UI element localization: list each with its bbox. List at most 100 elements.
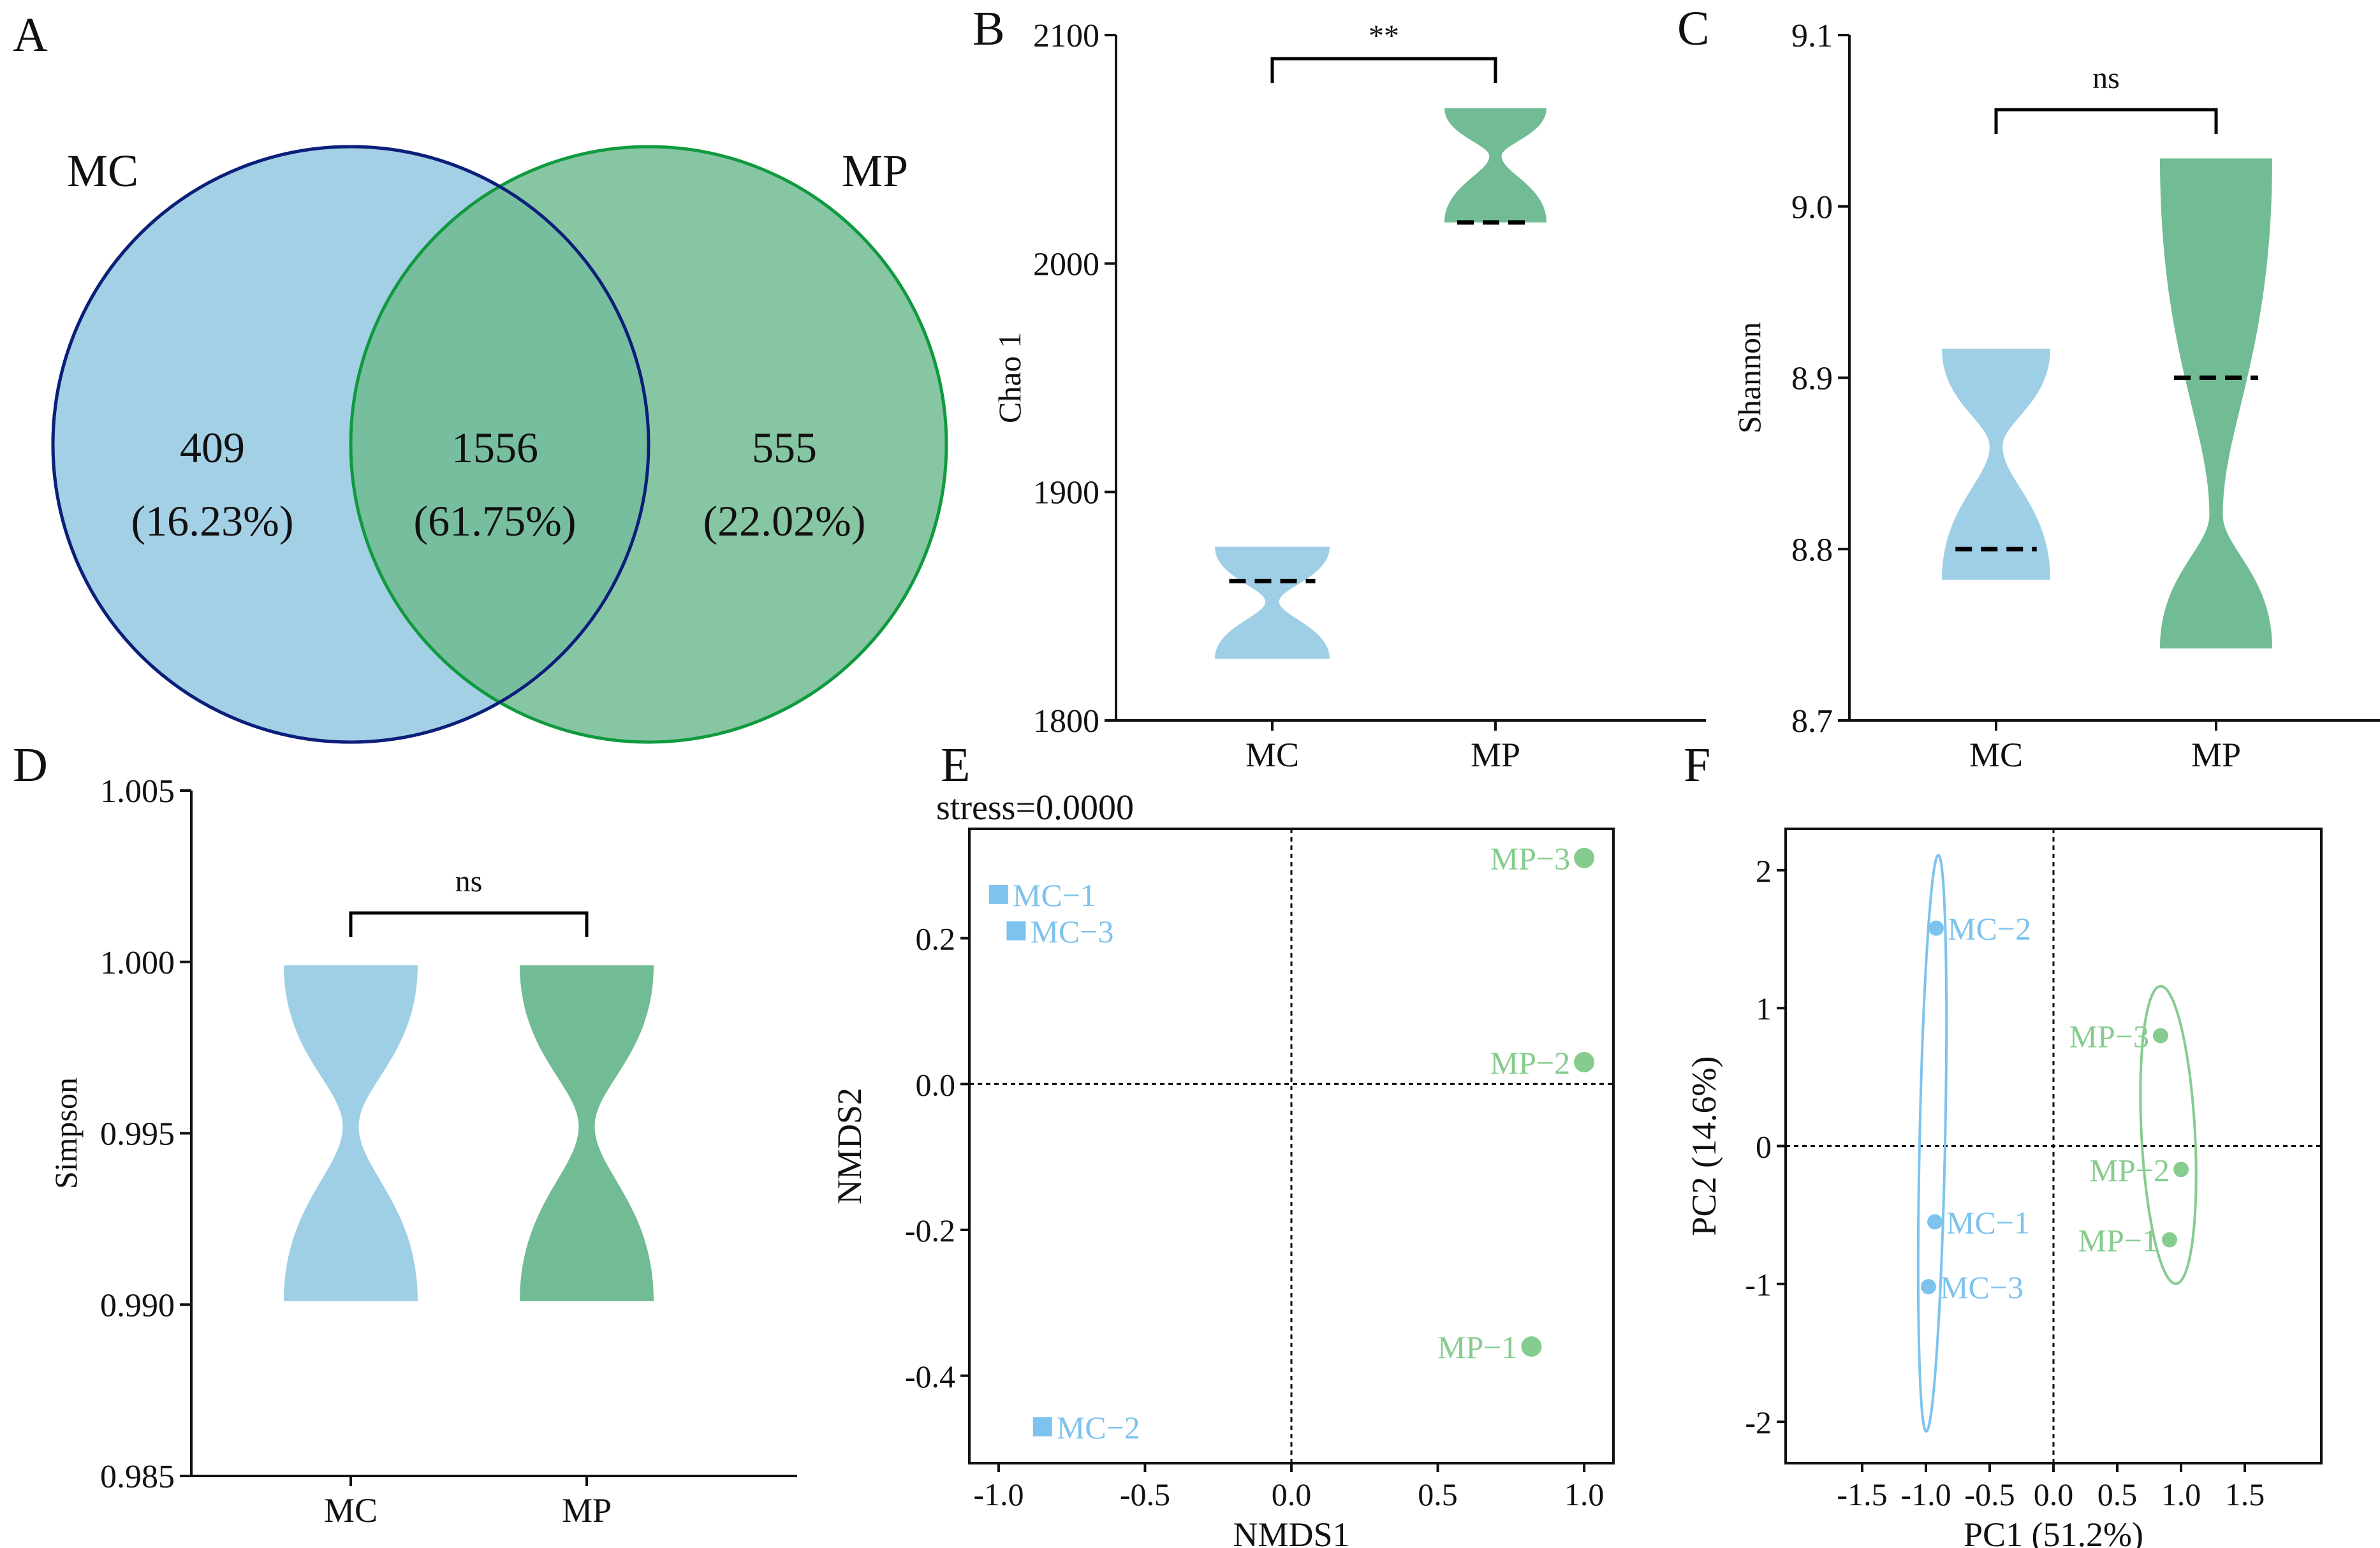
panel-letter-c: C (1677, 2, 1710, 55)
nmds-point-mp (1574, 847, 1595, 868)
pca-point-mp (2153, 1028, 2168, 1044)
y-tick-label: 1800 (1033, 703, 1099, 740)
nmds-point-label: MC−2 (1057, 1410, 1140, 1445)
x-tick-label: -0.5 (1120, 1477, 1170, 1512)
venn-circle-mc-outline (51, 145, 650, 744)
significance-label: ns (2092, 61, 2120, 95)
pca-point-label: MP−3 (2069, 1018, 2149, 1054)
x-axis-title: PC1 (51.2%) (1964, 1515, 2143, 1548)
y-tick-label: 0 (1756, 1129, 1772, 1165)
x-tick-label: -1.0 (1900, 1477, 1951, 1512)
nmds-point-mc (1032, 1417, 1052, 1436)
venn-percent-shared: (61.75%) (414, 497, 577, 545)
chao1-violin-panel: 1800 1900 2000 2100 Chao 1 MC MP ** (992, 18, 1706, 774)
y-tick-label: -0.4 (905, 1359, 955, 1394)
y-tick-label: 2 (1756, 853, 1772, 889)
x-tick-label: MC (1245, 736, 1299, 774)
pca-point-mp (2173, 1162, 2189, 1178)
mc-confidence-ellipse (1916, 854, 1948, 1433)
nmds-point-mp (1521, 1336, 1542, 1357)
panel-letter-a: A (13, 8, 48, 62)
y-tick-label: -0.2 (905, 1213, 955, 1248)
nmds-stress-title: stress=0.0000 (936, 788, 1134, 828)
nmds-point-label: MP−1 (1437, 1329, 1517, 1365)
y-tick-label: 0.2 (916, 921, 956, 957)
y-tick-label: 1.005 (100, 773, 175, 810)
panel-letter-b: B (973, 2, 1005, 55)
nmds-point-label: MC−3 (1030, 914, 1113, 949)
y-tick-label: 0.0 (916, 1067, 956, 1102)
y-tick-label: 8.7 (1791, 703, 1833, 740)
violin-mc (284, 965, 418, 1301)
violin-mc (1942, 348, 2050, 580)
y-axis-title: Chao 1 (992, 332, 1027, 423)
pca-point-mc (1927, 1214, 1943, 1230)
simpson-violin-panel: 0.985 0.990 0.995 1.000 1.005 Simpson MC MP ns (48, 773, 797, 1530)
venn-set-label-mp: MP (842, 145, 908, 196)
x-tick-label: -1.0 (973, 1477, 1024, 1512)
nmds-point-label: MP−2 (1490, 1045, 1570, 1081)
y-tick-label: 0.985 (100, 1459, 175, 1495)
significance-bracket (349, 911, 589, 937)
y-axis-title: Simpson (48, 1077, 84, 1189)
venn-percent-mp-only: (22.02%) (703, 497, 866, 545)
pca-point-label: MP−1 (2078, 1223, 2158, 1259)
y-axis-title: Shannon (1731, 322, 1767, 434)
violin-mc (1215, 546, 1330, 659)
y-tick-label: 9.1 (1791, 18, 1833, 54)
pca-point-label: MP−2 (2090, 1152, 2170, 1188)
significance-label: ** (1369, 19, 1399, 53)
pca-scatter-panel: -1.5 -1.0 -0.5 0.0 0.5 1.0 1.5 -2 -1 0 1 2 PC1 (51.2… (1685, 828, 2323, 1548)
violin-mp (2160, 158, 2272, 649)
y-tick-label: 8.8 (1791, 532, 1833, 568)
nmds-scatter-panel: stress=0.0000 -1.0 -0.5 0.0 0.5 1.0 -0.4 -0.2 0… (830, 788, 1615, 1548)
significance-bracket (1994, 108, 2218, 134)
y-axis-title: PC2 (14.6%) (1685, 1056, 1723, 1236)
x-tick-label: 0.0 (2034, 1477, 2074, 1512)
venn-set-label-mc: MC (67, 145, 138, 196)
y-tick-label: 9.0 (1791, 189, 1833, 226)
x-tick-label: 1.0 (1564, 1477, 1605, 1512)
y-tick-label: -2 (1745, 1405, 1772, 1440)
y-axis-title: NMDS2 (830, 1088, 869, 1204)
pca-point-mp (2162, 1232, 2177, 1248)
x-tick-label: 0.0 (1272, 1477, 1312, 1512)
venn-panel: MC MP 409 (16.23%) 1556 (61.75%) 555 (22… (51, 145, 948, 744)
venn-count-mp-only: 555 (752, 423, 817, 472)
x-tick-label: -1.5 (1837, 1477, 1887, 1512)
pca-point-mc (1928, 920, 1944, 936)
nmds-point-mp (1574, 1051, 1595, 1072)
pca-point-label: MC−2 (1948, 911, 2031, 947)
nmds-point-label: MP−3 (1490, 841, 1570, 877)
nmds-point-label: MC−1 (1013, 877, 1096, 913)
nmds-point-mc (1006, 921, 1026, 941)
mp-confidence-ellipse (2139, 984, 2198, 1285)
y-tick-label: 8.9 (1791, 361, 1833, 397)
y-tick-label: 1900 (1033, 475, 1099, 511)
x-tick-label: -0.5 (1964, 1477, 2015, 1512)
violin-mp (1444, 108, 1546, 223)
venn-count-shared: 1556 (452, 423, 538, 472)
venn-percent-mc-only: (16.23%) (131, 497, 294, 545)
nmds-point-mc (988, 884, 1008, 904)
x-tick-label: 1.0 (2161, 1477, 2201, 1512)
x-tick-label: 0.5 (1418, 1477, 1458, 1512)
pca-point-label: MC−3 (1940, 1269, 2024, 1305)
x-tick-label: 1.5 (2225, 1477, 2265, 1512)
x-tick-label: MP (1471, 736, 1520, 774)
y-tick-label: 0.995 (100, 1116, 175, 1153)
significance-label: ns (455, 865, 483, 898)
y-tick-label: -1 (1745, 1267, 1772, 1303)
panel-letter-e: E (941, 738, 970, 792)
pca-point-mc (1921, 1279, 1936, 1295)
violin-mp (520, 965, 654, 1301)
y-tick-label: 1.000 (100, 945, 175, 981)
shannon-violin-panel: 8.7 8.8 8.9 9.0 9.1 Shannon MC MP ns (1731, 18, 2380, 774)
y-tick-label: 0.990 (100, 1287, 175, 1324)
significance-bracket (1270, 57, 1497, 83)
y-tick-label: 2000 (1033, 246, 1099, 282)
x-tick-label: MP (2191, 736, 2241, 774)
panel-letter-d: D (13, 738, 48, 792)
panel-letter-f: F (1684, 738, 1710, 792)
